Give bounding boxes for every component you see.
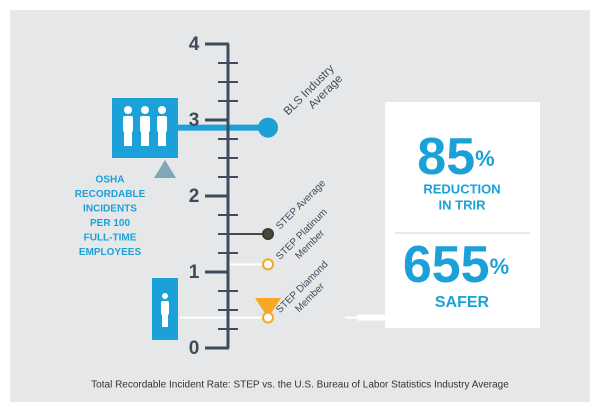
- point: [262, 228, 274, 240]
- stat-unit: %: [475, 146, 495, 171]
- y-axis-label: PER 100: [90, 218, 130, 229]
- person: [161, 293, 169, 327]
- stat-unit: %: [490, 254, 510, 279]
- stat-label: SAFER: [435, 294, 490, 311]
- point: [262, 258, 274, 271]
- stat-label: REDUCTION: [423, 181, 500, 196]
- stat-value: 85%: [417, 128, 494, 186]
- down-arrowhead: [255, 298, 281, 318]
- point: [262, 311, 274, 324]
- stat-number: 655: [403, 236, 490, 294]
- y-axis-label: RECORDABLE: [75, 189, 146, 200]
- y-tick-label: 2: [189, 186, 200, 207]
- stat-label: IN TRIR: [439, 197, 487, 212]
- y-tick-label: 1: [189, 262, 200, 283]
- y-axis-label: FULL-TIME: [84, 233, 137, 244]
- y-axis-label: INCIDENTS: [83, 204, 137, 215]
- point: [258, 117, 278, 138]
- y-tick-label: 4: [189, 34, 200, 55]
- y-tick-label: 3: [189, 110, 200, 131]
- connector-end: [357, 314, 385, 321]
- up-arrowhead: [154, 160, 176, 178]
- caption: Total Recordable Incident Rate: STEP vs.…: [91, 380, 509, 391]
- stat-number: 85: [417, 128, 475, 186]
- stat-value: 655%: [403, 236, 509, 294]
- y-axis-label: OSHA: [96, 175, 125, 186]
- stats-box: [385, 102, 540, 328]
- y-tick-label: 0: [189, 338, 200, 359]
- y-axis-label: EMPLOYEES: [79, 247, 142, 258]
- people: [123, 106, 167, 146]
